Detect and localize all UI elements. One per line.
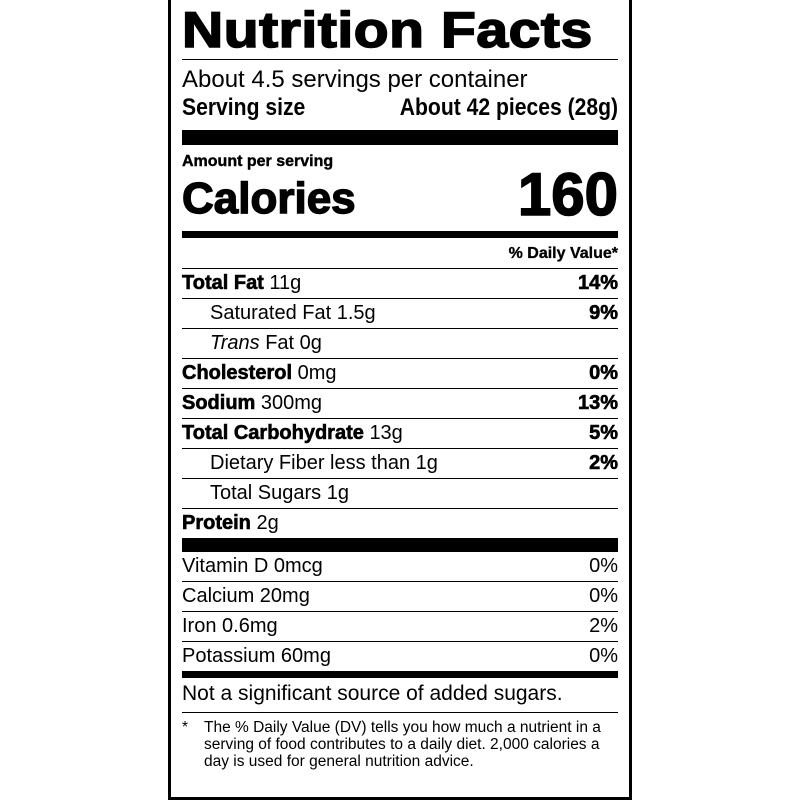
nutrient-amount: 11g <box>269 272 302 294</box>
vitamin-label: Calcium 20mg <box>182 585 310 607</box>
nutrient-row-sodium: Sodium 300mg 13% <box>182 389 618 419</box>
nutrient-row-trans-fat: Trans Fat 0g <box>182 329 618 359</box>
added-sugars-note: Not a significant source of added sugars… <box>182 678 618 713</box>
vitamin-dv: 0% <box>589 645 618 667</box>
vitamin-dv: 2% <box>589 615 618 637</box>
nutrient-amount: 300mg <box>260 392 323 414</box>
nutrient-amount: 2g <box>256 512 279 534</box>
nutrient-name: Sodium <box>182 392 256 415</box>
nutrient-dv: 14% <box>577 272 619 295</box>
nutrient-amount: 1.5g <box>336 302 376 324</box>
vitamin-label: Potassium 60mg <box>182 645 331 667</box>
footnote-star: * <box>182 719 189 736</box>
nutrient-row-cholesterol: Cholesterol 0mg 0% <box>182 359 618 389</box>
nutrient-dv: 2% <box>589 452 619 475</box>
nutrient-row-saturated-fat: Saturated Fat 1.5g 9% <box>182 299 618 329</box>
nutrient-row-protein: Protein 2g <box>182 509 618 538</box>
vitamin-row: Iron 0.6mg 2% <box>182 612 618 642</box>
nutrient-amount: 13g <box>369 422 403 444</box>
calories-row: Calories 160 <box>181 161 619 228</box>
nutrient-name: Dietary Fiber <box>210 452 325 474</box>
nutrient-name-italic: Trans <box>210 332 260 354</box>
nutrient-dv: 9% <box>589 302 619 325</box>
daily-value-header: % Daily Value* <box>182 238 618 269</box>
servings-per-container: About 4.5 servings per container <box>182 66 528 93</box>
nutrient-amount: 0mg <box>297 362 337 384</box>
divider <box>182 59 618 60</box>
nutrient-row-total-fat: Total Fat 11g 14% <box>182 269 618 299</box>
vitamin-label: Vitamin D 0mcg <box>182 555 323 577</box>
amount-per-serving: Amount per serving <box>182 153 334 170</box>
nutrient-name: Total Fat <box>182 272 264 295</box>
nutrient-name: Saturated Fat <box>210 302 332 324</box>
nutrient-dv: 0% <box>589 362 619 385</box>
medium-divider <box>182 231 618 238</box>
footnote-text: The % Daily Value (DV) tells you how muc… <box>204 719 601 770</box>
vitamin-label: Iron 0.6mg <box>182 615 278 637</box>
calories-value: 160 <box>517 161 619 228</box>
nutrient-name: Fat <box>265 332 295 354</box>
nutrient-amount: 1g <box>326 482 349 504</box>
nutrient-amount: 0g <box>299 332 322 354</box>
nutrient-row-total-carbohydrate: Total Carbohydrate 13g 5% <box>182 419 618 449</box>
vitamin-dv: 0% <box>589 585 618 607</box>
vitamin-row: Vitamin D 0mcg 0% <box>182 552 618 582</box>
nutrient-name: Protein <box>182 512 252 535</box>
serving-size: Serving size About 42 pieces (28g) <box>182 94 618 122</box>
vitamin-row: Calcium 20mg 0% <box>182 582 618 612</box>
medium-divider <box>182 671 618 678</box>
footnote: * The % Daily Value (DV) tells you how m… <box>182 719 618 770</box>
label-title: Nutrition Facts <box>181 1 593 59</box>
nutrient-name: Total Carbohydrate <box>182 422 364 445</box>
nutrient-dv: 13% <box>577 392 619 415</box>
thick-divider <box>182 130 618 145</box>
nutrient-name: Total Sugars <box>210 482 322 504</box>
nutrient-name: Cholesterol <box>182 362 293 385</box>
nutrient-dv: 5% <box>589 422 619 445</box>
nutrient-row-total-sugars: Total Sugars 1g <box>182 479 618 509</box>
nutrient-amount: less than 1g <box>330 452 438 474</box>
serving-size-label: Serving size <box>182 94 306 121</box>
vitamin-dv: 0% <box>589 555 618 577</box>
serving-size-value: About 42 pieces (28g) <box>399 94 618 121</box>
nutrient-row-dietary-fiber: Dietary Fiber less than 1g 2% <box>182 449 618 479</box>
calories-label: Calories <box>181 174 356 223</box>
thick-divider <box>182 538 618 552</box>
nutrition-facts-label: Nutrition Facts About 4.5 servings per c… <box>168 0 632 800</box>
vitamin-row: Potassium 60mg 0% <box>182 642 618 671</box>
